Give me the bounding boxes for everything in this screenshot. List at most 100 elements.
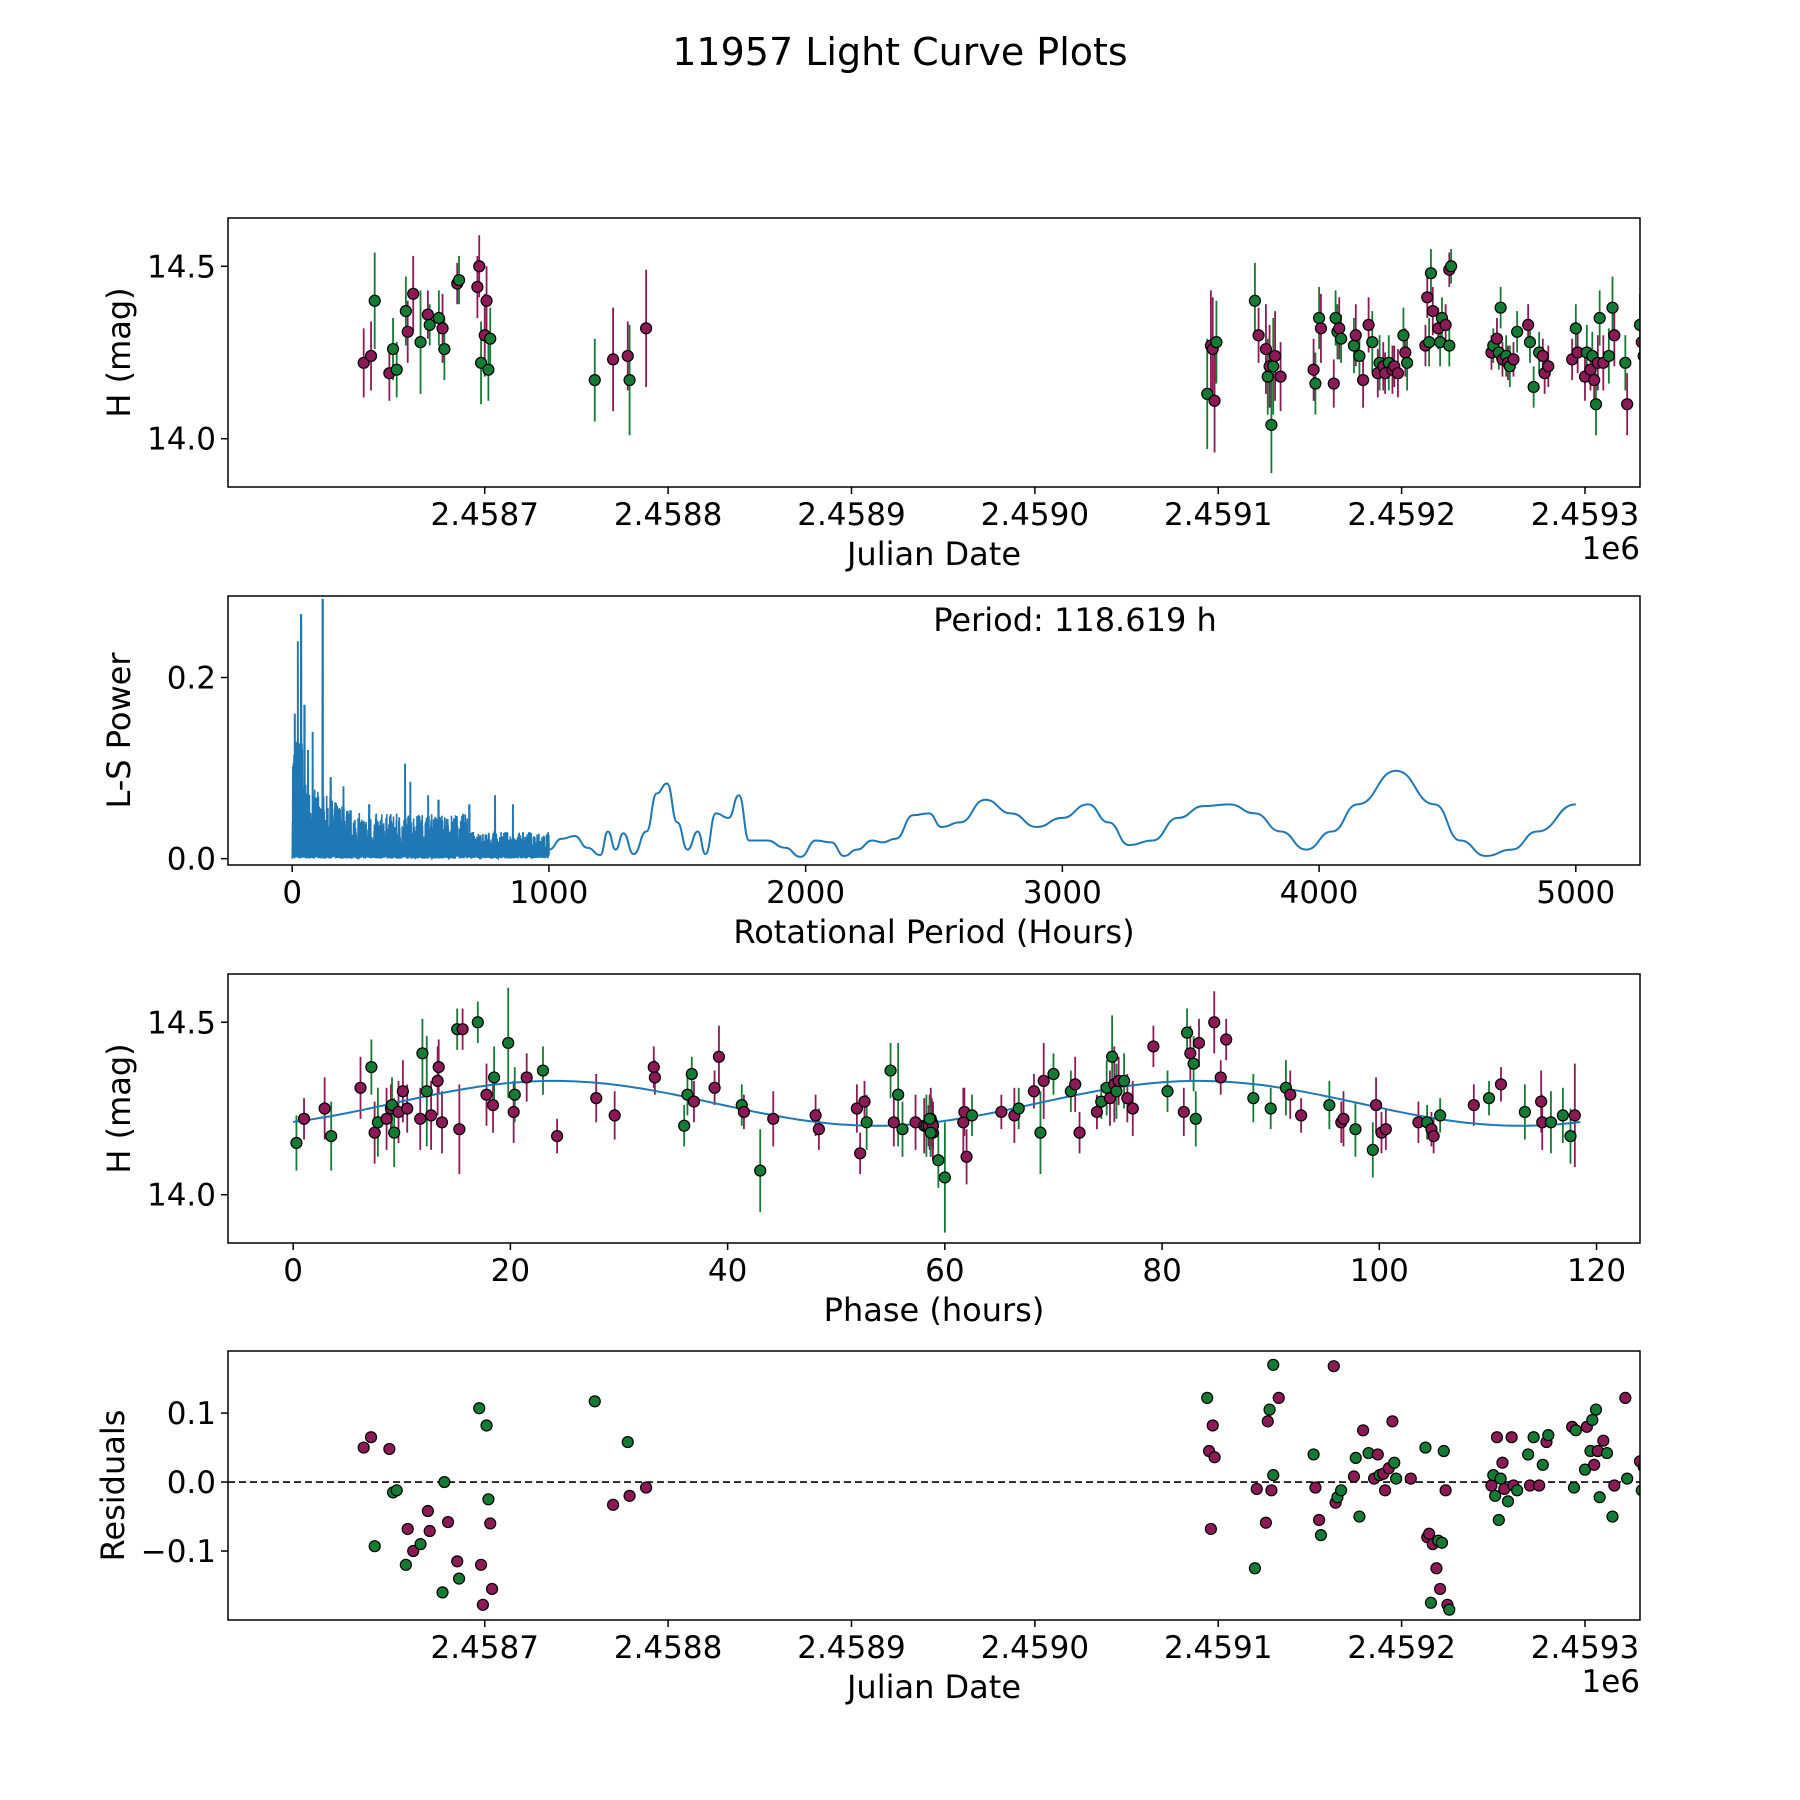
data-point — [1259, 1516, 1273, 1529]
data-point — [1391, 367, 1405, 380]
data-point — [1439, 318, 1452, 332]
data-point — [368, 1126, 381, 1139]
data-point — [1027, 1085, 1041, 1098]
data-point — [1527, 380, 1540, 394]
data-point — [473, 1402, 486, 1415]
data-point — [1259, 342, 1273, 356]
x-tick-label: 2.4590 — [981, 1630, 1089, 1666]
periodogram-dense-line — [291, 598, 550, 861]
data-point — [1505, 1431, 1518, 1444]
data-point — [414, 1538, 427, 1551]
data-point — [486, 1098, 500, 1112]
data-point — [896, 1123, 909, 1136]
data-point — [588, 373, 601, 387]
data-point — [480, 1419, 493, 1432]
data-point — [484, 332, 497, 345]
data-point — [1511, 1484, 1524, 1497]
data-point — [1069, 1078, 1082, 1091]
data-point — [1312, 311, 1326, 325]
data-point — [1658, 1501, 1669, 1512]
x-tick-label: 0 — [283, 1253, 303, 1289]
y-axis-label: Residuals — [94, 1410, 132, 1562]
data-point — [452, 1572, 466, 1585]
data-point — [1527, 1431, 1540, 1444]
data-point — [1619, 356, 1632, 369]
data-point — [1180, 1026, 1194, 1039]
data-point — [1535, 1095, 1548, 1108]
data-point — [1366, 336, 1379, 349]
y-tick-label: −0.1 — [141, 1534, 216, 1570]
data-point — [1569, 1424, 1582, 1437]
data-point — [678, 1119, 691, 1132]
data-point — [407, 287, 420, 300]
data-point — [606, 353, 620, 366]
data-point — [1184, 1047, 1197, 1060]
data-point — [1437, 1444, 1450, 1458]
data-point — [1034, 1126, 1047, 1139]
data-point — [1090, 1105, 1104, 1119]
data-point — [1248, 294, 1262, 307]
phased-panel: 0 20 40 60 80 100 120 14.0 14.5 Phase (hours) H (m… — [100, 973, 1641, 1329]
data-point — [1192, 1036, 1206, 1050]
data-point — [1639, 1475, 1640, 1482]
data-point — [1274, 370, 1287, 383]
data-point — [396, 1085, 409, 1098]
data-point — [1187, 1057, 1200, 1070]
data-point — [767, 1112, 780, 1125]
data-point — [380, 1112, 393, 1125]
data-point — [416, 1047, 429, 1060]
data-point — [1657, 330, 1668, 341]
axes-frame — [227, 217, 1641, 488]
data-point — [456, 1023, 469, 1036]
data-point — [1606, 301, 1619, 314]
data-point — [435, 1116, 449, 1129]
y-tick-label: 0.0 — [167, 1465, 216, 1501]
data-point — [623, 1489, 636, 1502]
data-point — [1037, 1074, 1050, 1088]
data-point — [1655, 1413, 1666, 1424]
data-point — [1542, 1429, 1555, 1442]
data-point — [1635, 1484, 1640, 1497]
data-point — [1588, 373, 1601, 387]
data-point — [606, 1498, 620, 1511]
x-tick-label: 2.4593 — [1531, 1630, 1639, 1666]
data-point — [1312, 1513, 1326, 1527]
y-tick-label: 14.5 — [147, 1005, 216, 1041]
data-point — [1309, 1481, 1322, 1494]
data-point — [1649, 1477, 1660, 1488]
data-point — [960, 1150, 973, 1163]
data-point — [1047, 1067, 1060, 1081]
y-tick-label: 14.0 — [147, 1178, 216, 1214]
data-point — [1161, 1085, 1174, 1098]
x-axis-label: Julian Date — [845, 1668, 1021, 1706]
data-point — [1434, 1582, 1447, 1596]
data-point — [488, 1071, 501, 1084]
data-point — [1589, 1403, 1603, 1416]
data-point — [1261, 370, 1274, 383]
data-point — [1347, 339, 1361, 352]
data-point — [938, 1171, 951, 1184]
data-point — [1426, 305, 1439, 318]
data-point — [1247, 1092, 1260, 1105]
data-point — [1147, 1040, 1160, 1053]
data-point — [590, 1092, 603, 1105]
data-point — [1386, 1415, 1399, 1428]
data-point — [621, 1435, 634, 1449]
data-point — [995, 1105, 1008, 1119]
data-point — [1357, 1424, 1370, 1437]
data-point — [1567, 1481, 1581, 1494]
data-point — [520, 1071, 533, 1084]
axes-frame — [227, 973, 1641, 1244]
data-point — [1644, 357, 1655, 368]
data-point — [1110, 1085, 1123, 1098]
data-point — [438, 342, 451, 356]
x-tick-label: 2.4593 — [1531, 497, 1639, 533]
x-tick-label: 2.4587 — [430, 1630, 538, 1666]
data-point — [1485, 1479, 1498, 1492]
data-point — [1397, 329, 1410, 342]
data-point — [1250, 1482, 1263, 1496]
data-point — [1608, 329, 1621, 342]
data-point — [1593, 311, 1606, 325]
data-point — [1073, 1126, 1086, 1139]
